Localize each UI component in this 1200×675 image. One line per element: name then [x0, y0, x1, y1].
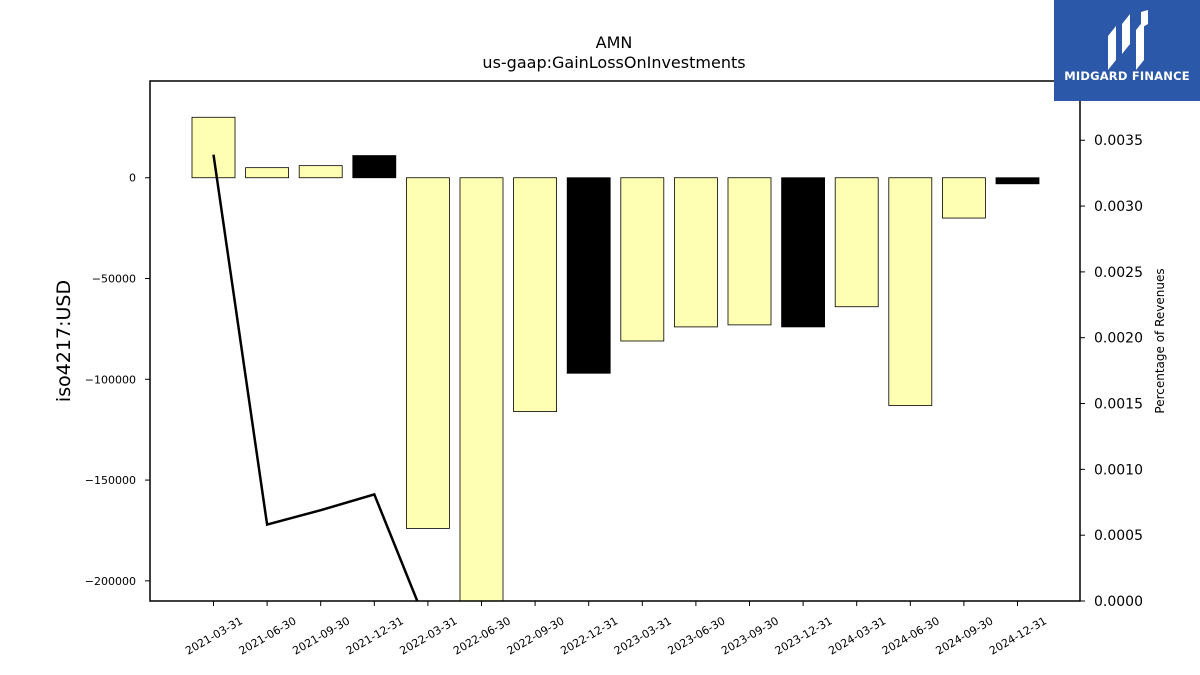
midgard-finance-logo: MIDGARD FINANCE [1054, 0, 1200, 101]
bar-2022-03-31 [405, 177, 450, 529]
bar-2023-06-30 [674, 177, 718, 328]
x-tick-label: 2024-06-30 [880, 614, 942, 657]
plot-frame [149, 80, 1081, 602]
x-tick-label: 2023-06-30 [666, 614, 728, 657]
bar-2022-06-30 [459, 177, 504, 601]
x-tick-label: 2023-12-31 [773, 614, 835, 657]
percentage-line [212, 154, 419, 601]
bar-2023-09-30 [727, 177, 772, 326]
bar-2023-12-31 [781, 177, 825, 328]
bar-2021-03-31 [191, 116, 236, 179]
y-tick-label: 0 [129, 172, 136, 185]
chart-subtitle: us-gaap:GainLossOnInvestments [482, 53, 745, 72]
percentage-line-series [212, 154, 419, 601]
x-tick-label: 2024-09-30 [934, 614, 996, 657]
y-axis-label: iso4217:USD [53, 280, 75, 402]
y2-tick-label: 0.0010 [1094, 462, 1143, 478]
x-tick-label: 2021-12-31 [344, 614, 406, 657]
y-tick-label: −50000 [92, 273, 136, 286]
y2-axis-label: Percentage of Revenues [1153, 268, 1167, 413]
y2-tick-label: 0.0015 [1094, 397, 1143, 413]
x-tick-label: 2021-03-31 [183, 614, 245, 657]
x-tick-label: 2022-03-31 [398, 614, 460, 657]
bar-series [191, 116, 1040, 601]
x-tick-label: 2021-06-30 [237, 614, 299, 657]
x-tick-label: 2022-09-30 [505, 614, 567, 657]
bar-2024-06-30 [888, 177, 933, 406]
bar-2022-09-30 [513, 177, 557, 412]
y2-axis: 0.0000 0.0005 0.0010 0.0015 0.0020 0.0025 0.00… [1080, 133, 1143, 610]
x-tick-label: 2023-09-30 [719, 614, 781, 657]
y2-tick-label: 0.0025 [1094, 265, 1143, 281]
y-tick-label: −150000 [85, 474, 136, 487]
y2-tick-label: 0.0000 [1094, 594, 1143, 610]
y2-tick-label: 0.0035 [1094, 133, 1143, 149]
x-tick-label: 2024-12-31 [987, 614, 1049, 657]
bar-2021-06-30 [245, 167, 290, 179]
x-axis: 2021-03-312021-06-302021-09-302021-12-31… [183, 601, 1049, 658]
chart-title: AMN [596, 33, 633, 52]
y-tick-label: −200000 [85, 575, 136, 588]
bar-2021-09-30 [298, 165, 343, 179]
bar-2022-12-31 [566, 177, 611, 374]
x-tick-label: 2021-09-30 [290, 614, 352, 657]
midgard-logo-icon [1108, 10, 1148, 70]
bar-2024-12-31 [995, 177, 1040, 185]
y-axis: 0 −50000 −100000 −150000 −200000 [85, 172, 150, 588]
x-tick-label: 2022-12-31 [558, 614, 620, 657]
logo-text: MIDGARD FINANCE [1064, 69, 1190, 83]
x-tick-label: 2024-03-31 [826, 614, 888, 657]
bar-2024-09-30 [942, 177, 986, 219]
bar-2024-03-31 [834, 177, 879, 308]
bar-2023-03-31 [620, 177, 665, 342]
bar-2021-12-31 [352, 155, 397, 179]
y2-tick-label: 0.0030 [1094, 199, 1143, 215]
y2-tick-label: 0.0020 [1094, 331, 1143, 347]
y2-tick-label: 0.0005 [1094, 528, 1143, 544]
x-tick-label: 2022-06-30 [451, 614, 513, 657]
x-tick-label: 2023-03-31 [612, 614, 674, 657]
y-tick-label: −100000 [85, 373, 136, 386]
